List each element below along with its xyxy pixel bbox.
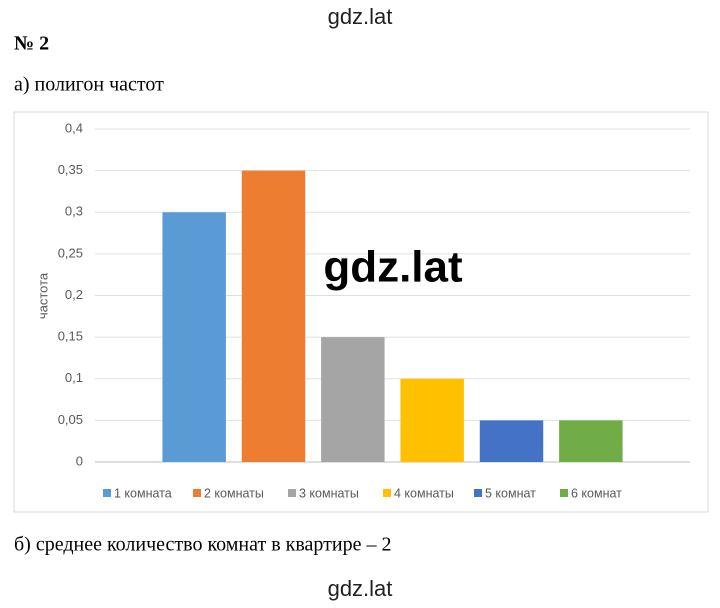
y-tick-label: 0,4 bbox=[65, 120, 83, 135]
bar bbox=[559, 420, 623, 462]
legend-swatch bbox=[288, 489, 296, 497]
chart: 0 0,05 0,1 0,15 0,2 0,25 0,3 0,35 0,4 частота 1 ко… bbox=[35, 120, 690, 500]
legend-label: 3 комнаты bbox=[299, 486, 359, 500]
legend-swatch bbox=[383, 489, 391, 497]
legend-label: 4 комнаты bbox=[394, 486, 454, 500]
y-axis-label: частота bbox=[35, 272, 50, 319]
task-number: № 2 bbox=[14, 33, 49, 55]
y-tick-label: 0 bbox=[76, 453, 83, 468]
y-tick-label: 0,05 bbox=[58, 412, 83, 427]
legend-swatch bbox=[560, 489, 568, 497]
part-a: а) полигон частот bbox=[14, 74, 164, 96]
legend-label: 1 комната bbox=[114, 486, 172, 500]
bar bbox=[479, 420, 544, 462]
legend-label: 6 комнат bbox=[571, 486, 622, 500]
legend-label: 5 комнат bbox=[485, 486, 536, 500]
bar bbox=[162, 212, 226, 462]
bar bbox=[241, 170, 306, 462]
bar bbox=[400, 378, 464, 462]
y-tick-label: 0,35 bbox=[58, 162, 83, 177]
legend-swatch bbox=[103, 489, 111, 497]
chart-watermark: gdz.lat bbox=[323, 243, 463, 292]
legend-swatch bbox=[193, 489, 201, 497]
bar bbox=[321, 337, 385, 462]
y-tick-label: 0,25 bbox=[58, 245, 83, 260]
y-tick-label: 0,2 bbox=[65, 287, 83, 302]
legend-swatch bbox=[474, 489, 482, 497]
y-tick-label: 0,3 bbox=[65, 204, 83, 219]
part-b: б) среднее количество комнат в квартире … bbox=[14, 534, 392, 556]
legend-label: 2 комнаты bbox=[204, 486, 264, 500]
y-tick-label: 0,15 bbox=[58, 329, 83, 344]
y-tick-label: 0,1 bbox=[65, 370, 83, 385]
watermark: gdz.lat bbox=[328, 4, 393, 29]
footer-watermark: gdz.lat bbox=[328, 576, 393, 601]
